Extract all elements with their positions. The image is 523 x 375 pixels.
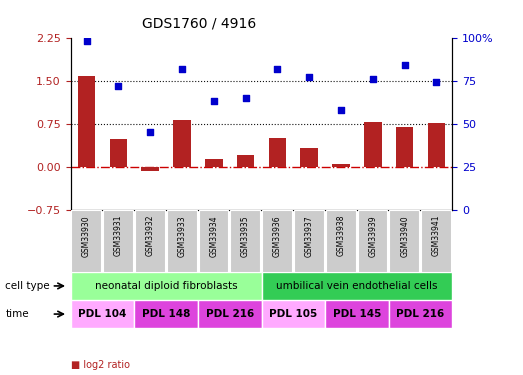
Text: PDL 216: PDL 216 <box>206 309 254 319</box>
Text: cell type: cell type <box>5 281 50 291</box>
Text: GSM33940: GSM33940 <box>400 215 409 256</box>
Bar <box>134 300 198 328</box>
Point <box>114 83 122 89</box>
Text: GSM33938: GSM33938 <box>336 215 346 256</box>
Bar <box>262 210 292 272</box>
Bar <box>262 300 325 328</box>
Bar <box>205 159 222 167</box>
Bar <box>237 155 254 167</box>
Point <box>242 95 250 101</box>
Point <box>305 74 313 80</box>
Bar <box>325 300 389 328</box>
Bar <box>364 122 382 167</box>
Text: GSM33934: GSM33934 <box>209 215 218 256</box>
Bar <box>173 120 191 167</box>
Bar <box>167 210 197 272</box>
Bar <box>71 300 134 328</box>
Text: GSM33931: GSM33931 <box>114 215 123 256</box>
Bar <box>199 210 229 272</box>
Text: GSM33932: GSM33932 <box>145 215 155 256</box>
Point <box>146 129 154 135</box>
Text: GSM33939: GSM33939 <box>368 215 378 256</box>
Bar <box>71 210 101 272</box>
Bar <box>332 164 350 167</box>
Bar <box>326 210 356 272</box>
Text: time: time <box>5 309 29 319</box>
Text: ■ log2 ratio: ■ log2 ratio <box>71 360 130 370</box>
Bar <box>135 210 165 272</box>
Point <box>210 98 218 104</box>
Bar <box>141 167 159 171</box>
Bar <box>389 300 452 328</box>
Bar <box>198 300 262 328</box>
Bar <box>421 210 451 272</box>
Bar <box>110 139 127 167</box>
Bar <box>358 210 388 272</box>
Text: GDS1760 / 4916: GDS1760 / 4916 <box>142 17 256 31</box>
Bar <box>301 148 318 167</box>
Bar <box>71 272 262 300</box>
Text: GSM33937: GSM33937 <box>305 215 314 256</box>
Bar <box>269 138 286 167</box>
Bar <box>396 127 413 167</box>
Text: PDL 105: PDL 105 <box>269 309 317 319</box>
Point <box>433 80 441 86</box>
Text: PDL 104: PDL 104 <box>78 309 127 319</box>
Text: GSM33936: GSM33936 <box>273 215 282 256</box>
Bar <box>230 210 260 272</box>
Text: GSM33935: GSM33935 <box>241 215 250 256</box>
Bar <box>262 272 452 300</box>
Text: neonatal diploid fibroblasts: neonatal diploid fibroblasts <box>95 281 237 291</box>
Point <box>337 107 345 113</box>
Point <box>273 66 281 72</box>
Bar <box>78 76 95 167</box>
Text: GSM33930: GSM33930 <box>82 215 91 256</box>
Point <box>401 62 409 68</box>
Text: PDL 145: PDL 145 <box>333 309 381 319</box>
Text: GSM33933: GSM33933 <box>177 215 187 256</box>
Bar <box>428 123 445 167</box>
Text: GSM33941: GSM33941 <box>432 215 441 256</box>
Bar <box>294 210 324 272</box>
Bar <box>390 210 419 272</box>
Text: PDL 216: PDL 216 <box>396 309 445 319</box>
Text: umbilical vein endothelial cells: umbilical vein endothelial cells <box>276 281 438 291</box>
Text: PDL 148: PDL 148 <box>142 309 190 319</box>
Bar <box>103 210 133 272</box>
Point <box>82 38 90 44</box>
Point <box>369 76 377 82</box>
Point <box>178 66 186 72</box>
